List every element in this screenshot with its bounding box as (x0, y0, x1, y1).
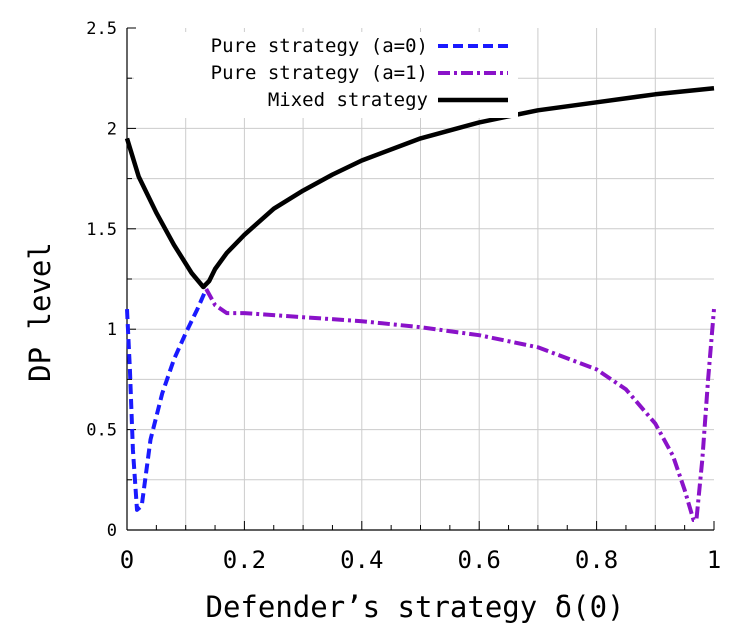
legend-label-pure-a0: Pure strategy (a=0) (211, 35, 428, 57)
legend-label-pure-a1: Pure strategy (a=1) (211, 62, 428, 84)
y-tick-label: 2.5 (86, 19, 117, 39)
legend: Pure strategy (a=0) Pure strategy (a=1) … (134, 32, 518, 118)
y-tick-label: 0 (107, 521, 117, 541)
series-line-2 (124, 85, 715, 290)
y-axis-title: DP level (23, 242, 57, 382)
y-tick-labels: 0 0.5 1 1.5 2 2.5 (86, 19, 117, 541)
x-tick-label: 0.8 (575, 546, 618, 574)
x-tick-label: 0.2 (223, 546, 266, 574)
y-tick-label: 1.5 (86, 220, 117, 240)
y-tick-label: 1 (107, 320, 117, 340)
axes (126, 27, 715, 531)
series-line-1 (204, 288, 716, 522)
legend-label-mixed: Mixed strategy (268, 89, 428, 111)
series-line-0 (125, 288, 209, 512)
series-lines (124, 85, 716, 522)
y-tick-label: 2 (107, 119, 117, 139)
x-tick-label: 0.6 (458, 546, 501, 574)
y-tick-label: 0.5 (86, 421, 117, 441)
x-axis-title: Defender’s strategy δ(0) (205, 590, 624, 624)
x-tick-label: 0 (120, 546, 134, 574)
x-tick-label: 0.4 (340, 546, 383, 574)
x-tick-labels: 0 0.2 0.4 0.6 0.8 1 (120, 546, 721, 574)
x-tick-label: 1 (707, 546, 721, 574)
